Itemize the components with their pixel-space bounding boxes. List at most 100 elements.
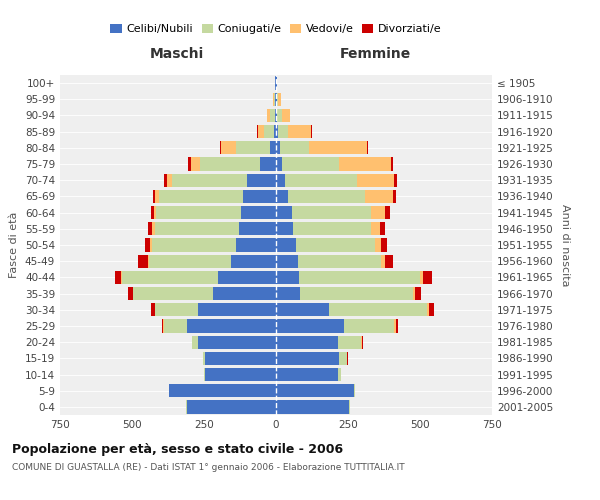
Bar [361, 336, 362, 349]
Bar [427, 303, 428, 316]
Bar [270, 141, 276, 154]
Bar [276, 303, 329, 316]
Bar [193, 336, 198, 349]
Bar [198, 303, 276, 316]
Bar [148, 254, 149, 268]
Bar [365, 190, 392, 203]
Bar [276, 336, 338, 349]
Bar [276, 238, 296, 252]
Bar [151, 238, 152, 252]
Bar [274, 92, 275, 106]
Bar [276, 320, 344, 332]
Bar [340, 352, 347, 365]
Bar [276, 400, 349, 413]
Bar [371, 206, 385, 220]
Bar [263, 125, 274, 138]
Bar [243, 190, 276, 203]
Bar [205, 352, 276, 365]
Bar [160, 190, 243, 203]
Bar [284, 174, 356, 187]
Bar [138, 254, 148, 268]
Bar [280, 141, 309, 154]
Bar [276, 206, 292, 220]
Bar [161, 320, 163, 332]
Bar [274, 125, 276, 138]
Bar [241, 206, 276, 220]
Legend: Celibi/Nubili, Coniugati/e, Vedovi/e, Divorziati/e: Celibi/Nubili, Coniugati/e, Vedovi/e, Di… [106, 20, 446, 38]
Bar [415, 287, 421, 300]
Bar [275, 92, 276, 106]
Bar [371, 222, 380, 235]
Bar [273, 92, 274, 106]
Bar [420, 270, 423, 284]
Bar [275, 109, 276, 122]
Bar [292, 206, 371, 220]
Bar [276, 109, 277, 122]
Bar [329, 303, 427, 316]
Y-axis label: Anni di nascita: Anni di nascita [560, 204, 570, 286]
Bar [299, 270, 420, 284]
Bar [276, 92, 277, 106]
Bar [423, 270, 431, 284]
Bar [260, 158, 276, 170]
Bar [354, 384, 355, 398]
Bar [154, 206, 157, 220]
Bar [187, 400, 276, 413]
Bar [149, 254, 232, 268]
Bar [191, 158, 200, 170]
Bar [148, 222, 152, 235]
Bar [164, 320, 187, 332]
Bar [428, 303, 434, 316]
Bar [381, 238, 388, 252]
Bar [301, 287, 413, 300]
Bar [198, 336, 276, 349]
Bar [349, 400, 350, 413]
Bar [212, 287, 276, 300]
Bar [356, 174, 394, 187]
Bar [296, 238, 376, 252]
Bar [153, 190, 155, 203]
Bar [376, 238, 381, 252]
Bar [367, 141, 368, 154]
Bar [276, 174, 284, 187]
Bar [157, 206, 241, 220]
Bar [276, 270, 299, 284]
Bar [167, 174, 172, 187]
Bar [236, 141, 270, 154]
Bar [151, 206, 154, 220]
Bar [164, 174, 167, 187]
Bar [340, 158, 391, 170]
Bar [221, 141, 236, 154]
Bar [270, 109, 275, 122]
Bar [395, 320, 398, 332]
Bar [188, 158, 191, 170]
Bar [277, 109, 282, 122]
Bar [276, 368, 338, 381]
Bar [385, 254, 392, 268]
Bar [276, 222, 293, 235]
Bar [151, 303, 155, 316]
Bar [276, 141, 280, 154]
Bar [381, 254, 385, 268]
Bar [276, 384, 354, 398]
Bar [200, 158, 260, 170]
Bar [380, 222, 385, 235]
Bar [282, 109, 290, 122]
Bar [362, 336, 363, 349]
Bar [122, 270, 218, 284]
Bar [115, 270, 121, 284]
Bar [293, 222, 371, 235]
Bar [169, 384, 276, 398]
Bar [278, 125, 289, 138]
Bar [152, 238, 236, 252]
Bar [155, 303, 198, 316]
Bar [394, 174, 397, 187]
Bar [394, 320, 395, 332]
Bar [247, 174, 276, 187]
Bar [413, 287, 415, 300]
Bar [276, 158, 282, 170]
Bar [121, 270, 122, 284]
Bar [128, 287, 133, 300]
Bar [278, 92, 281, 106]
Bar [298, 254, 381, 268]
